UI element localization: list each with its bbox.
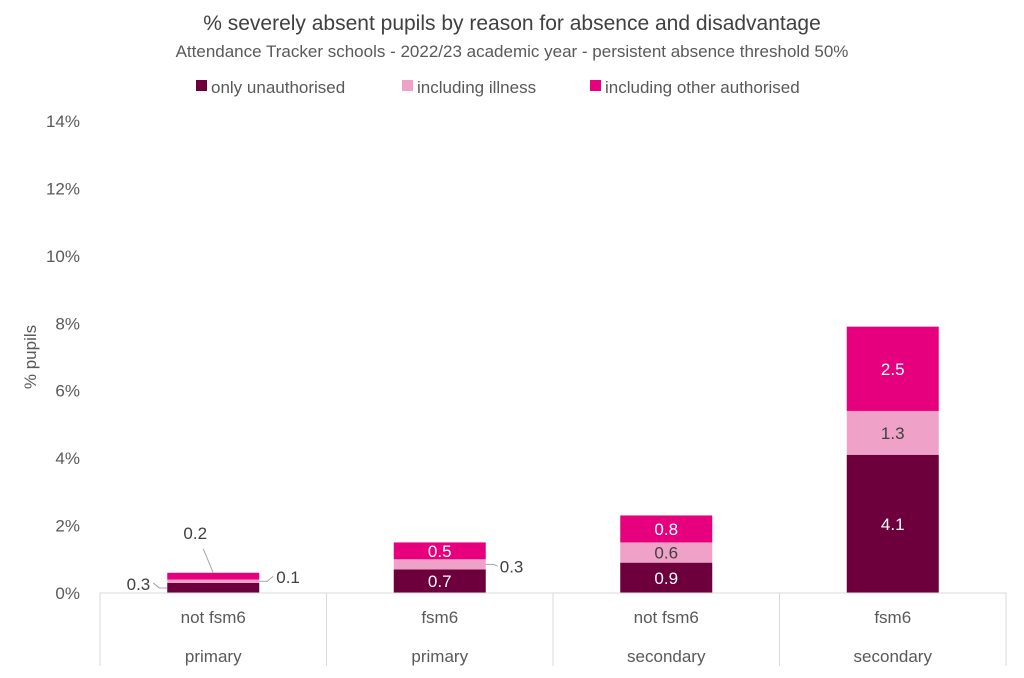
data-label: 0.3 — [500, 557, 524, 576]
bar-segment — [393, 559, 486, 570]
bars: 0.3 0.1 0.2 0.7 0.3 0.5 0.9 0.6 0.8 4.1 1.3 2.5 — [127, 326, 939, 594]
bar-segment — [620, 515, 713, 543]
x-group-label: secondary — [627, 647, 706, 666]
data-label: 0.6 — [654, 544, 678, 563]
x-group-label: primary — [185, 647, 242, 666]
bar-segment — [167, 579, 260, 583]
x-tick-label: not fsm6 — [634, 608, 699, 627]
y-tick-label: 2% — [55, 517, 80, 536]
data-label: 0.3 — [127, 575, 151, 594]
bar-segment — [393, 569, 486, 593]
x-tick-label: fsm6 — [874, 608, 911, 627]
leader-line — [485, 563, 498, 567]
leader-line — [202, 548, 214, 573]
y-tick-label: 6% — [55, 382, 80, 401]
legend-label: including other authorised — [605, 78, 800, 97]
y-axis-label: % pupils — [21, 325, 40, 389]
bar-segment — [167, 572, 260, 580]
y-tick-label: 8% — [55, 314, 80, 333]
y-tick-label: 14% — [46, 112, 80, 131]
y-tick-label: 12% — [46, 179, 80, 198]
x-group-label: primary — [411, 647, 468, 666]
data-label: 0.2 — [183, 524, 207, 543]
legend-swatch — [590, 80, 601, 91]
data-label: 2.5 — [881, 360, 905, 379]
legend-swatch — [402, 80, 413, 91]
data-label: 0.8 — [654, 520, 678, 539]
bar-segment — [846, 410, 939, 455]
chart-title: % severely absent pupils by reason for a… — [203, 12, 821, 35]
x-axis: not fsm6 primary fsm6 primary not fsm6 second… — [99, 592, 1007, 666]
leader-line — [152, 582, 168, 589]
bar-segment — [620, 562, 713, 593]
bar-segment — [393, 542, 486, 560]
legend-label: only unauthorised — [211, 78, 345, 97]
y-axis-ticks: 0% 2% 4% 6% 8% 10% 12% 14% — [46, 112, 80, 603]
bar-segment — [167, 582, 260, 593]
bar-segment — [846, 454, 939, 593]
y-tick-label: 10% — [46, 247, 80, 266]
x-tick-label: fsm6 — [421, 608, 458, 627]
data-label: 0.9 — [654, 569, 678, 588]
bar-segment — [846, 326, 939, 411]
chart-subtitle: Attendance Tracker schools - 2022/23 aca… — [176, 42, 849, 61]
bar-segment — [620, 542, 713, 563]
legend-label: including illness — [417, 78, 536, 97]
x-tick-label: not fsm6 — [181, 608, 246, 627]
legend: only unauthorised including illness includ… — [196, 78, 800, 97]
leader-line — [259, 575, 274, 582]
data-label: 0.7 — [428, 572, 452, 591]
data-label: 4.1 — [881, 515, 905, 534]
legend-swatch — [196, 80, 207, 91]
x-group-label: secondary — [854, 647, 933, 666]
data-label: 0.5 — [428, 542, 452, 561]
data-label: 0.1 — [276, 568, 300, 587]
y-tick-label: 4% — [55, 449, 80, 468]
y-tick-label: 0% — [55, 584, 80, 603]
data-label: 1.3 — [881, 424, 905, 443]
